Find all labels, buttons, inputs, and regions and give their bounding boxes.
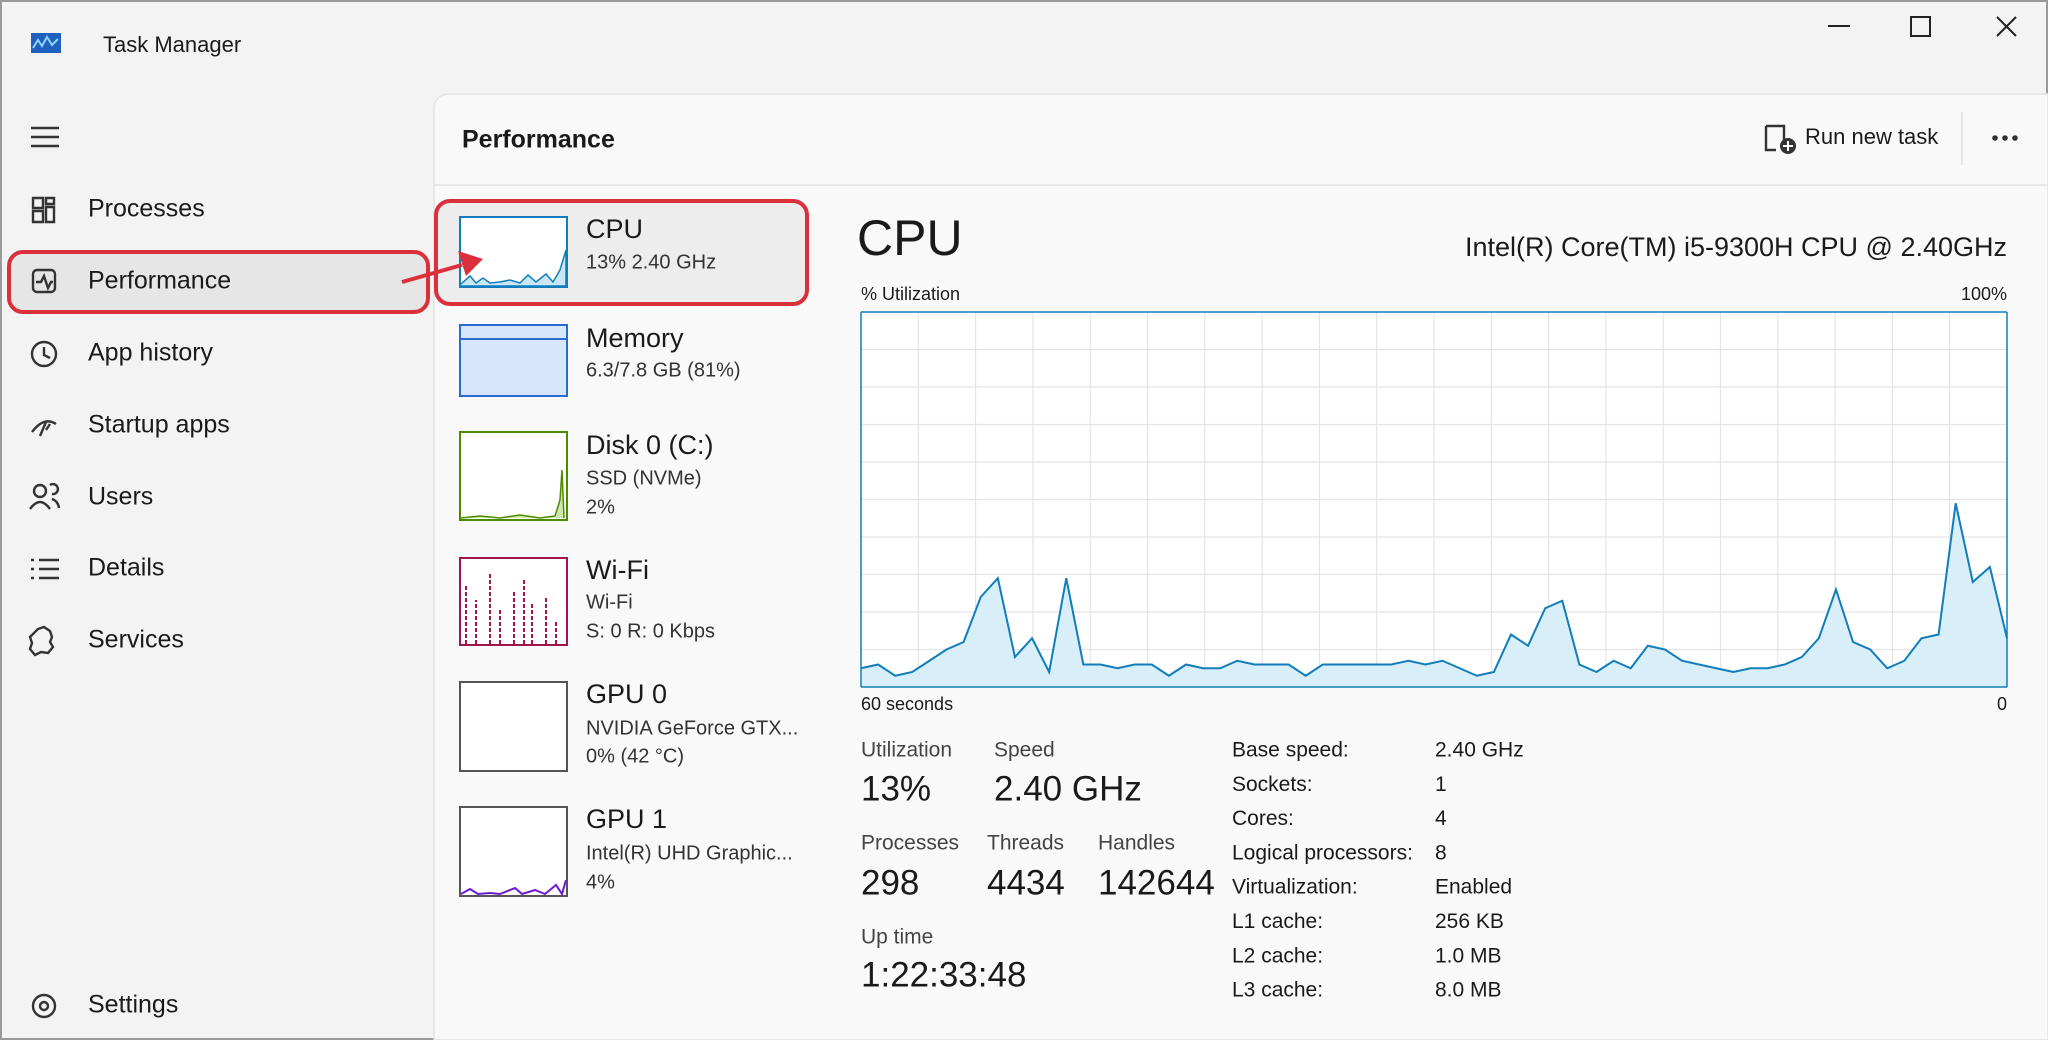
detail-title: CPU xyxy=(857,210,963,266)
device-detail[interactable]: 2% xyxy=(586,496,615,518)
button-label[interactable]: Run new task xyxy=(1805,124,1939,149)
nav-performance[interactable]: Performance xyxy=(31,267,231,295)
stat-value: 142644 xyxy=(1098,863,1215,902)
device-gpu0[interactable]: GPU 0 NVIDIA GeForce GTX... 0% (42 °C) xyxy=(459,679,798,772)
nav-startup-apps[interactable]: Startup apps xyxy=(31,411,230,439)
nav-selected-highlight xyxy=(7,250,430,314)
device-detail[interactable]: Intel(R) UHD Graphic... xyxy=(586,842,793,864)
graph-min-label: 0 xyxy=(1997,694,2007,714)
device-detail[interactable]: SSD (NVMe) xyxy=(586,467,702,489)
device-detail[interactable]: 4% xyxy=(586,871,615,893)
spec-list: Base speed: 2.40 GHz Sockets: 1 Cores: 4 Logic… xyxy=(1232,739,1524,1002)
nav-users[interactable]: Users xyxy=(29,483,153,511)
run-new-task-button[interactable]: Run new task xyxy=(1764,124,1939,154)
spec-value: 256 KB xyxy=(1435,910,1504,933)
nav-app-history[interactable]: App history xyxy=(30,339,214,368)
device-memory[interactable]: Memory 6.3/7.8 GB (81%) xyxy=(459,323,741,397)
graph-max-label: 100% xyxy=(1961,284,2007,304)
stat-value: 13% xyxy=(861,769,931,808)
device-name[interactable]: Disk 0 (C:) xyxy=(586,430,714,460)
stat-label: Threads xyxy=(987,832,1064,855)
nav-label[interactable]: Users xyxy=(88,483,153,511)
spec-value: 1 xyxy=(1435,773,1447,796)
nav-services[interactable]: Services xyxy=(28,626,184,657)
device-detail[interactable]: 0% (42 °C) xyxy=(586,745,684,767)
device-detail[interactable]: 13% 2.40 GHz xyxy=(586,251,716,273)
spec-value: 2.40 GHz xyxy=(1435,739,1524,762)
device-detail[interactable]: 6.3/7.8 GB (81%) xyxy=(586,359,741,381)
stat-value: 1:22:33:48 xyxy=(861,955,1026,994)
stat-label: Up time xyxy=(861,926,933,949)
nav-label[interactable]: Services xyxy=(88,626,184,654)
cpu-graph xyxy=(860,311,2008,688)
device-name[interactable]: CPU xyxy=(586,214,643,244)
utilization-area xyxy=(861,503,2007,687)
spec-label: Cores: xyxy=(1232,807,1294,830)
spec-label: Logical processors: xyxy=(1232,841,1413,864)
nav-label[interactable]: Details xyxy=(88,554,164,582)
close-button[interactable] xyxy=(1996,16,2017,37)
stat-value: 2.40 GHz xyxy=(994,769,1142,808)
annotation-arrow xyxy=(401,263,463,284)
app-icon xyxy=(31,33,61,53)
nav-processes[interactable]: Processes xyxy=(31,195,205,224)
device-detail[interactable]: Wi-Fi xyxy=(586,591,633,613)
device-name[interactable]: Memory xyxy=(586,323,684,353)
nav-label[interactable]: App history xyxy=(88,339,214,367)
nav-label[interactable]: Processes xyxy=(88,195,205,223)
nav-label[interactable]: Settings xyxy=(88,991,178,1019)
device-name[interactable]: GPU 1 xyxy=(586,804,667,834)
spec-label: Virtualization: xyxy=(1232,876,1358,899)
nav-settings[interactable]: Settings xyxy=(31,991,178,1019)
spec-value: 8.0 MB xyxy=(1435,979,1502,1002)
spec-label: Sockets: xyxy=(1232,773,1313,796)
page-title: Performance xyxy=(462,126,615,154)
device-cpu[interactable]: CPU 13% 2.40 GHz xyxy=(459,214,716,288)
spec-value: 4 xyxy=(1435,807,1447,830)
device-name[interactable]: GPU 0 xyxy=(586,679,667,709)
window-title: Task Manager xyxy=(103,32,241,57)
device-disk[interactable]: Disk 0 (C:) SSD (NVMe) 2% xyxy=(459,430,714,521)
spec-label: L3 cache: xyxy=(1232,979,1323,1002)
utilization-line xyxy=(860,503,2008,677)
nav-label[interactable]: Startup apps xyxy=(88,411,230,439)
nav-details[interactable]: Details xyxy=(31,554,164,582)
cpu-model: Intel(R) Core(TM) i5-9300H CPU @ 2.40GHz xyxy=(1465,232,2007,262)
stat-label: Handles xyxy=(1098,832,1175,855)
device-name[interactable]: Wi-Fi xyxy=(586,555,649,585)
stat-label: Processes xyxy=(861,832,959,855)
maximize-button[interactable] xyxy=(1910,16,1931,37)
hamburger-menu[interactable] xyxy=(31,126,59,148)
device-wifi[interactable]: Wi-Fi Wi-Fi S: 0 R: 0 Kbps xyxy=(459,555,715,646)
more-options-button[interactable] xyxy=(1992,135,2018,141)
spec-value: 8 xyxy=(1435,841,1447,864)
device-detail[interactable]: NVIDIA GeForce GTX... xyxy=(586,717,798,739)
nav-label[interactable]: Performance xyxy=(88,267,231,295)
spec-value: Enabled xyxy=(1435,876,1512,899)
graph-x-label: 60 seconds xyxy=(861,694,953,714)
spec-label: L1 cache: xyxy=(1232,910,1323,933)
stat-label: Speed xyxy=(994,739,1055,762)
spec-label: Base speed: xyxy=(1232,739,1349,762)
annotation-arrowhead xyxy=(458,251,483,276)
stat-value: 298 xyxy=(861,863,919,902)
device-gpu1[interactable]: GPU 1 Intel(R) UHD Graphic... 4% xyxy=(459,804,793,897)
stat-label: Utilization xyxy=(861,739,952,762)
spec-label: L2 cache: xyxy=(1232,944,1323,967)
stat-value: 4434 xyxy=(987,863,1065,902)
spec-value: 1.0 MB xyxy=(1435,944,1502,967)
device-detail[interactable]: S: 0 R: 0 Kbps xyxy=(586,620,715,642)
graph-y-label: % Utilization xyxy=(861,284,960,304)
